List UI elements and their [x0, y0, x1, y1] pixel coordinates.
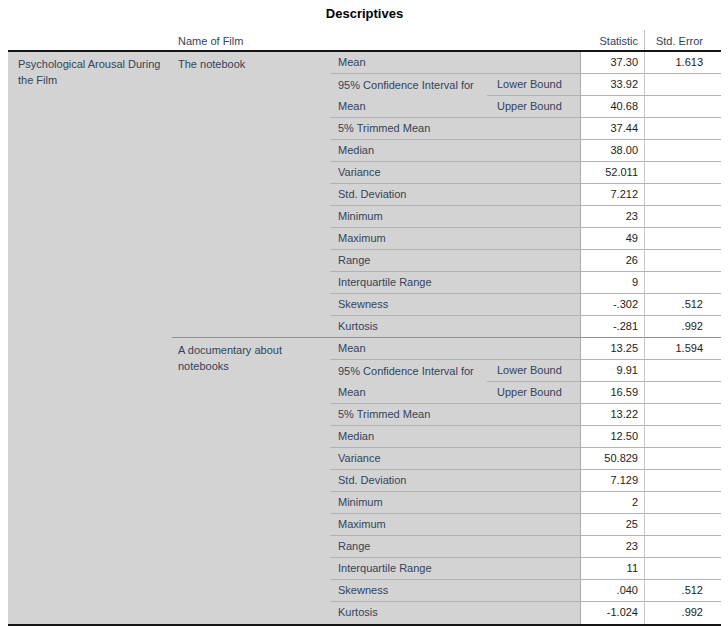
statistic-value-cell: 40.68: [580, 96, 644, 118]
statistic-value-cell: 2: [580, 492, 644, 514]
statistic-value-cell: 9: [580, 272, 644, 294]
stat-label-cell: Skewness: [330, 580, 580, 602]
statistic-value-cell: 13.25: [580, 338, 644, 360]
ci-sub-label-cell: Upper Bound: [487, 96, 580, 118]
std-error-value-cell: [644, 250, 721, 272]
table-body: Psychological Arousal During the FilmThe…: [8, 52, 721, 626]
statistic-value-cell: 23: [580, 536, 644, 558]
table-header-row: Name of Film Statistic Std. Error: [8, 30, 721, 52]
statistic-value-cell: -.302: [580, 294, 644, 316]
stat-label-cell: Maximum: [330, 228, 580, 250]
stat-label-cell: Minimum: [330, 492, 580, 514]
stat-label-cell: Variance: [330, 162, 580, 184]
statistic-value-cell: 37.44: [580, 118, 644, 140]
std-error-value-cell: [644, 536, 721, 558]
statistic-value-cell: -1.024: [580, 602, 644, 624]
statistic-value-cell: 33.92: [580, 74, 644, 96]
film-name-cell: The notebook: [172, 52, 330, 338]
std-error-value-cell: [644, 140, 721, 162]
stat-label-cell: Mean: [330, 52, 580, 74]
std-error-value-cell: [644, 228, 721, 250]
std-error-value-cell: .512: [644, 294, 721, 316]
descriptives-table: Descriptives Name of Film Statistic Std.…: [8, 4, 721, 626]
statistic-value-cell: 37.30: [580, 52, 644, 74]
statistic-value-cell: 13.22: [580, 404, 644, 426]
stat-label-cell: Skewness: [330, 294, 580, 316]
statistic-value-cell: 50.829: [580, 448, 644, 470]
std-error-value-cell: 1.613: [644, 52, 721, 74]
stat-label-cell: Range: [330, 250, 580, 272]
stat-label-cell: Std. Deviation: [330, 184, 580, 206]
column-header-name-of-film: Name of Film: [172, 30, 580, 50]
statistic-value-cell: -.281: [580, 316, 644, 338]
statistic-value-cell: 7.212: [580, 184, 644, 206]
statistic-value-cell: 38.00: [580, 140, 644, 162]
std-error-value-cell: [644, 382, 721, 404]
std-error-value-cell: [644, 96, 721, 118]
stat-label-cell: Maximum: [330, 514, 580, 536]
stat-label-cell: Kurtosis: [330, 602, 580, 624]
column-header-std-error: Std. Error: [644, 30, 721, 50]
ci-sub-label-cell: Lower Bound: [487, 360, 580, 382]
stat-label-cell: 5% Trimmed Mean: [330, 404, 580, 426]
std-error-value-cell: [644, 404, 721, 426]
std-error-value-cell: [644, 492, 721, 514]
statistic-value-cell: 52.011: [580, 162, 644, 184]
std-error-value-cell: [644, 360, 721, 382]
statistic-value-cell: 16.59: [580, 382, 644, 404]
std-error-value-cell: [644, 426, 721, 448]
column-header-statistic: Statistic: [580, 30, 644, 50]
stat-label-cell: Std. Deviation: [330, 470, 580, 492]
std-error-value-cell: [644, 162, 721, 184]
std-error-value-cell: [644, 448, 721, 470]
ci-sub-label-cell: Lower Bound: [487, 74, 580, 96]
statistic-value-cell: 11: [580, 558, 644, 580]
std-error-value-cell: .992: [644, 602, 721, 624]
std-error-value-cell: [644, 470, 721, 492]
film-name-cell: A documentary about notebooks: [172, 338, 330, 624]
statistic-value-cell: 12.50: [580, 426, 644, 448]
stat-label-cell: Interquartile Range: [330, 272, 580, 294]
std-error-value-cell: [644, 272, 721, 294]
stat-label-cell: Range: [330, 536, 580, 558]
std-error-value-cell: 1.594: [644, 338, 721, 360]
stat-label-cell: Variance: [330, 448, 580, 470]
table-title: Descriptives: [8, 4, 721, 30]
statistic-value-cell: 7.129: [580, 470, 644, 492]
statistic-value-cell: 26: [580, 250, 644, 272]
std-error-value-cell: [644, 74, 721, 96]
statistic-value-cell: .040: [580, 580, 644, 602]
stat-label-cell: 95% Confidence Interval for Mean: [330, 74, 487, 118]
ci-sub-label-cell: Upper Bound: [487, 382, 580, 404]
std-error-value-cell: [644, 118, 721, 140]
stat-label-cell: 95% Confidence Interval for Mean: [330, 360, 487, 404]
statistic-value-cell: 25: [580, 514, 644, 536]
std-error-value-cell: [644, 184, 721, 206]
std-error-value-cell: [644, 558, 721, 580]
std-error-value-cell: .992: [644, 316, 721, 338]
stat-label-cell: Interquartile Range: [330, 558, 580, 580]
statistic-value-cell: 49: [580, 228, 644, 250]
std-error-value-cell: .512: [644, 580, 721, 602]
std-error-value-cell: [644, 514, 721, 536]
statistic-value-cell: 23: [580, 206, 644, 228]
stat-label-cell: Minimum: [330, 206, 580, 228]
row-label-cell: Psychological Arousal During the Film: [8, 52, 172, 624]
statistic-value-cell: 9.91: [580, 360, 644, 382]
stat-label-cell: Kurtosis: [330, 316, 580, 338]
stat-label-cell: Median: [330, 426, 580, 448]
stat-label-cell: Mean: [330, 338, 580, 360]
stat-label-cell: 5% Trimmed Mean: [330, 118, 580, 140]
stat-label-cell: Median: [330, 140, 580, 162]
std-error-value-cell: [644, 206, 721, 228]
